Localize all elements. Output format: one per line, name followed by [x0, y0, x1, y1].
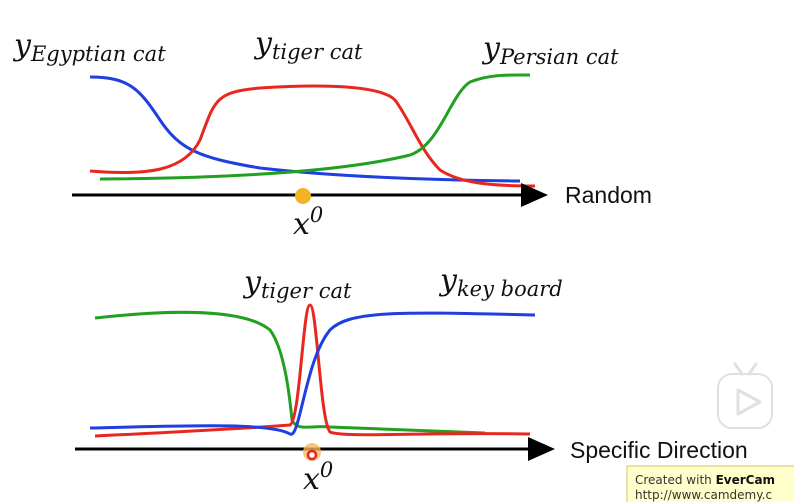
watermark: Created with EverCam — [635, 473, 775, 487]
curve-tiger-red — [94, 303, 531, 438]
curve-persian — [99, 73, 531, 181]
curve-tiger — [89, 84, 536, 188]
point — [295, 188, 311, 204]
watermark-url: http://www.camdemy.c — [635, 488, 772, 502]
play-icon[interactable] — [717, 362, 773, 429]
point — [306, 449, 318, 461]
point-label: x0 — [293, 203, 323, 242]
label-y: yEgyptian cat — [12, 28, 166, 66]
label-y: ytiger cat — [253, 26, 363, 64]
axis-label: Random — [565, 182, 652, 208]
curve-egyptian — [89, 75, 521, 183]
curve-tiger-green — [94, 310, 486, 435]
watermark-box — [626, 465, 794, 502]
curve-keyboard — [89, 311, 536, 436]
axis-label: Specific Direction — [570, 437, 748, 463]
point-label: x0 — [303, 458, 333, 497]
label-y: yPersian cat — [481, 31, 619, 69]
label-y: ykey board — [438, 263, 563, 301]
label-y: ytiger cat — [242, 265, 352, 303]
